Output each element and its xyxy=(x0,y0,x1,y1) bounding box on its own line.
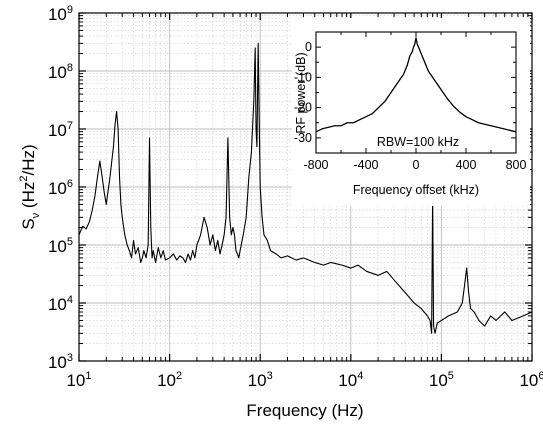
main-series-line-0 xyxy=(79,42,532,334)
main-y-tick-labels: 103 104 105 106 107 108 109 xyxy=(48,4,73,372)
main-x-tick-label-4: 105 xyxy=(429,370,454,390)
main-x-tick-label-0: 101 xyxy=(66,370,91,390)
inset-y-tick-label-2: -20 xyxy=(294,101,312,115)
main-series-group xyxy=(79,42,532,334)
main-y-tick-label-0: 103 xyxy=(48,352,73,372)
inset-series-group xyxy=(316,37,516,133)
inset-x-tick-label-0: -800 xyxy=(303,158,328,172)
main-y-tick-label-3: 106 xyxy=(48,178,73,198)
main-y-axis-title: Sν (Hz2/Hz) xyxy=(18,144,42,229)
inset-y-tick-label-1: -10 xyxy=(294,70,312,84)
inset-y-tick-label-0: 0 xyxy=(305,40,312,54)
main-y-tick-label-1: 104 xyxy=(48,294,73,314)
main-x-tick-labels: 101 102 103 104 105 106 xyxy=(66,370,543,390)
main-x-tick-label-1: 102 xyxy=(157,370,182,390)
inset-y-tick-label-3: -30 xyxy=(294,131,312,145)
main-x-tick-label-3: 104 xyxy=(338,370,363,390)
main-y-tick-label-4: 107 xyxy=(48,120,73,140)
inset-background xyxy=(292,18,530,206)
main-plot-frame xyxy=(78,12,533,362)
inset-y-axis-title: RF power (dB) xyxy=(294,52,308,133)
main-y-tick-label-2: 105 xyxy=(48,236,73,256)
inset-x-tick-label-2: 0 xyxy=(413,158,420,172)
inset-x-tick-label-1: -400 xyxy=(353,158,378,172)
inset-annotation-rbw: RBW=100 kHz xyxy=(377,135,459,149)
inset-x-axis-title: Frequency offset (kHz) xyxy=(353,183,479,197)
main-y-tick-label-5: 108 xyxy=(48,62,73,82)
main-x-axis-title: Frequency (Hz) xyxy=(246,401,363,420)
inset-x-tick-label-4: 800 xyxy=(506,158,527,172)
main-x-tick-label-2: 103 xyxy=(248,370,273,390)
inset-y-tick-labels: 0 -10 -20 -30 xyxy=(294,40,312,145)
inset-series-line-0 xyxy=(316,37,516,133)
main-y-tick-label-6: 109 xyxy=(48,4,73,24)
main-x-tick-label-5: 106 xyxy=(519,370,543,390)
inset-x-tick-label-3: 400 xyxy=(456,158,477,172)
inset-plot-frame xyxy=(315,31,517,154)
inset-x-tick-labels: -800 -400 0 400 800 xyxy=(303,158,526,172)
